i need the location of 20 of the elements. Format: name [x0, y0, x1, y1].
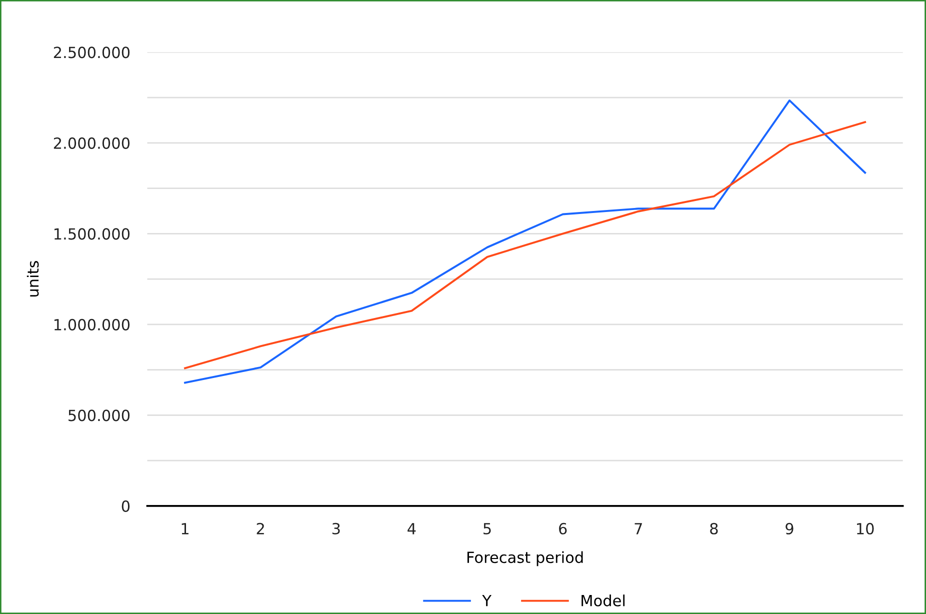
- y-tick-label: 2.000.000: [54, 137, 130, 149]
- y-tick-label: 1.000.000: [54, 318, 130, 330]
- y-axis-title: units: [26, 261, 39, 297]
- x-tick-label: 1: [182, 523, 188, 534]
- x-tick-label: 5: [484, 523, 491, 534]
- x-tick-label: 10: [857, 522, 874, 534]
- x-tick-label: 4: [408, 523, 416, 534]
- x-tick-label: 7: [634, 523, 642, 534]
- y-tick-label: 2.500.000: [54, 46, 130, 58]
- x-tick-label: 9: [786, 522, 794, 534]
- legend-label: Model: [582, 594, 625, 606]
- x-tick-label: 6: [559, 522, 567, 534]
- y-tick-label: 0: [122, 500, 130, 512]
- x-tick-label: 8: [710, 522, 718, 534]
- x-tick-label: 3: [332, 522, 340, 534]
- legend-label: Y: [482, 595, 492, 606]
- x-axis-title: Forecast period: [467, 551, 583, 566]
- y-tick-label: 500.000: [68, 410, 130, 422]
- y-tick-label: 1.500.000: [54, 228, 130, 240]
- x-tick-label: 2: [256, 522, 264, 534]
